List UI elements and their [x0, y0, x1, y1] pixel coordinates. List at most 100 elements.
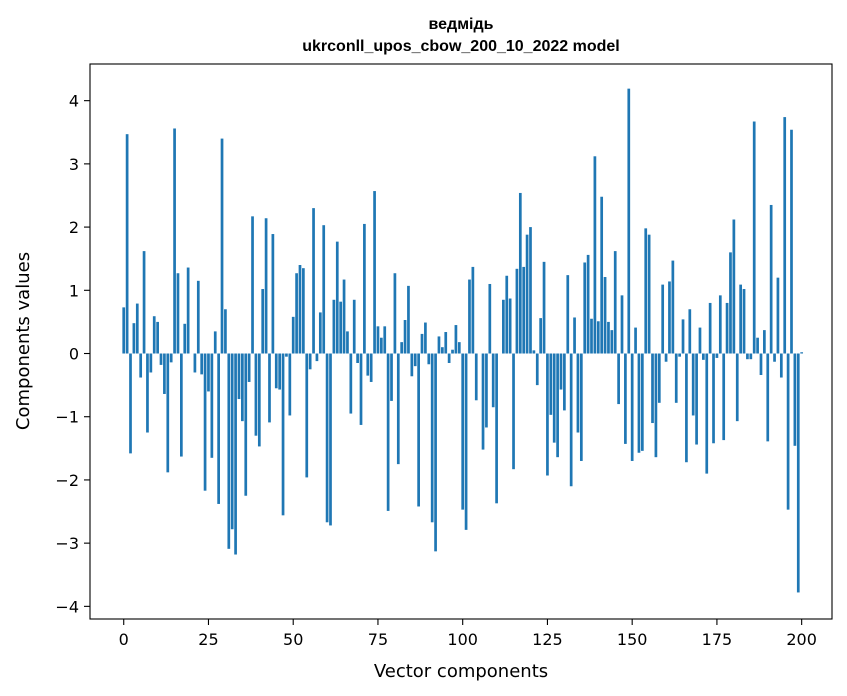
bar-117: [518, 192, 522, 354]
bar-112: [502, 299, 505, 354]
bar-109: [491, 353, 495, 408]
x-tick-label-50: 50: [283, 630, 303, 649]
bar-133: [573, 317, 576, 354]
bar-104: [474, 353, 478, 401]
bar-8: [149, 353, 153, 373]
bar-115: [512, 353, 515, 470]
bar-15: [173, 128, 176, 354]
bar-76: [379, 337, 383, 354]
bar-50: [291, 316, 295, 354]
bar-97: [451, 349, 454, 354]
bar-87: [417, 353, 420, 507]
bar-91: [430, 353, 434, 523]
bar-33: [234, 353, 237, 555]
bar-150: [630, 353, 634, 461]
bar-120: [529, 227, 532, 354]
bar-116: [515, 268, 519, 354]
bar-85: [410, 353, 414, 377]
bar-157: [654, 353, 658, 458]
bar-152: [637, 353, 641, 453]
y-tick-label-8: 4: [69, 92, 79, 111]
bar-74: [373, 191, 376, 354]
bar-59: [322, 225, 326, 354]
bar-67: [349, 353, 353, 414]
bar-180: [732, 219, 736, 354]
x-axis-label: Vector components: [374, 661, 548, 682]
bar-154: [644, 228, 648, 354]
bar-141: [600, 196, 604, 354]
bar-149: [627, 88, 631, 354]
bar-98: [454, 325, 458, 354]
bar-93: [437, 336, 441, 354]
bar-102: [468, 279, 471, 354]
bar-200: [800, 352, 804, 354]
bar-19: [186, 267, 190, 354]
bar-174: [712, 353, 715, 444]
bar-11: [159, 353, 163, 365]
bar-64: [339, 301, 343, 354]
bar-35: [241, 353, 244, 422]
bar-series: [122, 88, 804, 593]
bar-144: [610, 330, 614, 354]
bar-27: [213, 331, 217, 354]
bar-108: [488, 283, 492, 354]
x-tick-label-125: 125: [532, 630, 563, 649]
bar-41: [261, 289, 265, 354]
bar-123: [539, 318, 543, 354]
bar-195: [783, 117, 787, 354]
bar-193: [776, 277, 780, 354]
bar-34: [237, 353, 241, 400]
y-tick-label-3: −1: [55, 408, 79, 427]
bar-36: [244, 353, 248, 496]
bar-83: [403, 320, 407, 354]
bar-94: [441, 347, 444, 354]
x-tick-label-100: 100: [447, 630, 478, 649]
bar-16: [176, 273, 180, 354]
bar-72: [366, 353, 370, 376]
bar-162: [671, 260, 675, 354]
bar-30: [224, 309, 227, 354]
bar-189: [763, 330, 766, 354]
bar-129: [559, 353, 563, 390]
bar-103: [471, 266, 475, 354]
y-tick-label-6: 2: [69, 218, 79, 237]
y-tick-label-0: −4: [55, 597, 79, 616]
bar-131: [566, 275, 570, 354]
x-tick-label-200: 200: [786, 630, 817, 649]
bar-73: [369, 353, 373, 382]
bar-31: [227, 353, 231, 549]
bar-43: [268, 353, 271, 423]
bar-18: [183, 323, 187, 354]
y-tick-label-5: 1: [69, 281, 79, 300]
bar-198: [793, 353, 797, 446]
y-tick-label-2: −2: [55, 471, 79, 490]
bar-58: [318, 312, 322, 354]
bar-95: [444, 332, 448, 354]
bar-61: [329, 353, 332, 526]
bar-168: [691, 353, 695, 416]
bar-190: [766, 353, 770, 442]
bar-181: [735, 353, 739, 422]
bar-178: [725, 302, 729, 354]
bar-197: [790, 129, 793, 354]
bar-186: [752, 121, 756, 354]
x-tick-label-150: 150: [617, 630, 648, 649]
bar-130: [563, 353, 566, 411]
bar-126: [549, 353, 553, 415]
bar-55: [308, 353, 312, 370]
bar-132: [569, 353, 573, 487]
bar-159: [661, 284, 665, 354]
bar-135: [579, 353, 583, 461]
bar-161: [668, 281, 671, 354]
bar-110: [495, 353, 498, 504]
bar-177: [722, 353, 726, 441]
bar-69: [356, 353, 359, 363]
bar-179: [729, 252, 732, 354]
bar-88: [420, 333, 424, 354]
bar-3: [132, 323, 136, 354]
bar-164: [678, 353, 681, 357]
bar-118: [522, 266, 526, 354]
bar-17: [180, 353, 183, 457]
bar-137: [586, 254, 590, 354]
bar-140: [596, 321, 600, 354]
